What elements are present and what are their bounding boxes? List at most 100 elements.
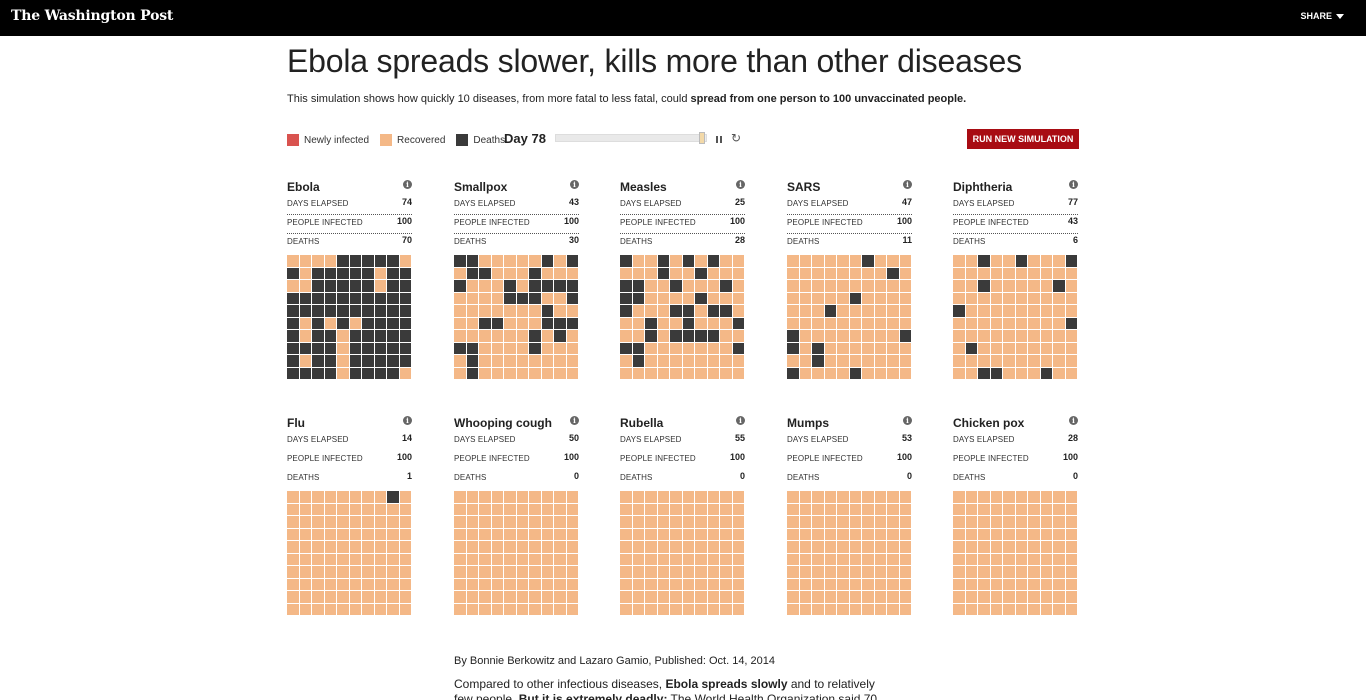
stat-label: DAYS ELAPSED [620, 199, 682, 208]
info-icon[interactable]: i [403, 416, 412, 425]
person-cell-dead [349, 255, 361, 267]
person-cell-recovered [566, 553, 578, 565]
person-cell-dead [287, 292, 299, 304]
person-cell-recovered [504, 566, 516, 578]
info-icon[interactable]: i [903, 180, 912, 189]
person-cell-recovered [899, 528, 911, 540]
top-bar: The Washington Post SHARE [0, 0, 1366, 36]
person-cell-recovered [1015, 578, 1027, 590]
person-cell-recovered [491, 603, 503, 615]
person-cell-recovered [1040, 528, 1052, 540]
person-cell-recovered [1003, 267, 1015, 279]
person-cell-dead [287, 267, 299, 279]
person-cell-dead [387, 305, 399, 317]
person-cell-recovered [454, 516, 466, 528]
person-cell-recovered [849, 255, 861, 267]
person-cell-recovered [707, 367, 719, 379]
person-cell-recovered [670, 603, 682, 615]
info-icon[interactable]: i [403, 180, 412, 189]
person-cell-recovered [1015, 367, 1027, 379]
person-cell-recovered [491, 342, 503, 354]
pause-icon[interactable] [714, 134, 726, 146]
person-cell-recovered [620, 491, 632, 503]
person-cell-recovered [374, 528, 386, 540]
person-cell-recovered [529, 603, 541, 615]
share-button[interactable]: SHARE [1300, 11, 1344, 21]
person-cell-recovered [887, 280, 899, 292]
person-cell-recovered [399, 255, 411, 267]
person-cell-recovered [504, 591, 516, 603]
person-cell-recovered [874, 255, 886, 267]
person-cell-recovered [965, 367, 977, 379]
person-cell-recovered [299, 516, 311, 528]
legend-swatch-new [287, 134, 299, 146]
deaths-value: 30 [568, 235, 579, 245]
person-cell-recovered [1015, 355, 1027, 367]
info-icon[interactable]: i [570, 180, 579, 189]
person-cell-recovered [516, 491, 528, 503]
run-new-simulation-button[interactable]: RUN NEW SIMULATION [967, 129, 1079, 149]
person-cell-recovered [312, 591, 324, 603]
person-cell-recovered [670, 591, 682, 603]
person-cell-dead [399, 305, 411, 317]
person-cell-recovered [287, 503, 299, 515]
person-cell-dead [812, 342, 824, 354]
person-cell-recovered [787, 491, 799, 503]
person-cell-recovered [1040, 603, 1052, 615]
person-cell-recovered [899, 255, 911, 267]
person-cell-dead [466, 342, 478, 354]
slider-handle[interactable] [698, 132, 705, 144]
stat-label: DAYS ELAPSED [454, 435, 516, 444]
person-cell-recovered [887, 516, 899, 528]
person-cell-recovered [479, 292, 491, 304]
info-icon[interactable]: i [1069, 416, 1078, 425]
info-icon[interactable]: i [736, 180, 745, 189]
person-cell-dead [349, 342, 361, 354]
person-cell-recovered [566, 491, 578, 503]
stat-label: DAYS ELAPSED [454, 199, 516, 208]
person-cell-recovered [287, 491, 299, 503]
person-cell-dead [670, 305, 682, 317]
person-cell-recovered [529, 591, 541, 603]
person-cell-recovered [720, 317, 732, 329]
person-cell-dead [362, 305, 374, 317]
person-cell-recovered [707, 516, 719, 528]
disease-name: Smallpox [454, 180, 508, 194]
info-icon[interactable]: i [570, 416, 579, 425]
info-icon[interactable]: i [903, 416, 912, 425]
person-cell-recovered [516, 305, 528, 317]
person-cell-recovered [965, 317, 977, 329]
person-cell-recovered [732, 591, 744, 603]
stat-deaths: DEATHS 1 [287, 470, 412, 489]
person-cell-recovered [657, 603, 669, 615]
person-cell-recovered [1040, 342, 1052, 354]
person-cell-recovered [645, 342, 657, 354]
population-grid [454, 491, 579, 615]
person-cell-recovered [862, 603, 874, 615]
person-cell-recovered [312, 255, 324, 267]
site-logo[interactable]: The Washington Post [11, 8, 174, 24]
stat-label: PEOPLE INFECTED [454, 218, 530, 227]
person-cell-recovered [824, 255, 836, 267]
info-icon[interactable]: i [736, 416, 745, 425]
person-cell-dead [645, 317, 657, 329]
stat-days: DAYS ELAPSED 50 [454, 432, 579, 451]
person-cell-recovered [504, 330, 516, 342]
person-cell-recovered [491, 367, 503, 379]
person-cell-recovered [862, 516, 874, 528]
refresh-icon[interactable]: ↻ [731, 131, 742, 145]
person-cell-dead [1040, 367, 1052, 379]
person-cell-dead [620, 280, 632, 292]
person-cell-dead [620, 342, 632, 354]
person-cell-recovered [516, 317, 528, 329]
person-cell-recovered [454, 503, 466, 515]
person-cell-recovered [1065, 591, 1077, 603]
day-slider[interactable] [555, 132, 707, 144]
person-cell-recovered [874, 292, 886, 304]
person-cell-recovered [899, 516, 911, 528]
person-cell-dead [299, 342, 311, 354]
person-cell-recovered [812, 491, 824, 503]
info-icon[interactable]: i [1069, 180, 1078, 189]
person-cell-recovered [337, 528, 349, 540]
person-cell-recovered [645, 591, 657, 603]
